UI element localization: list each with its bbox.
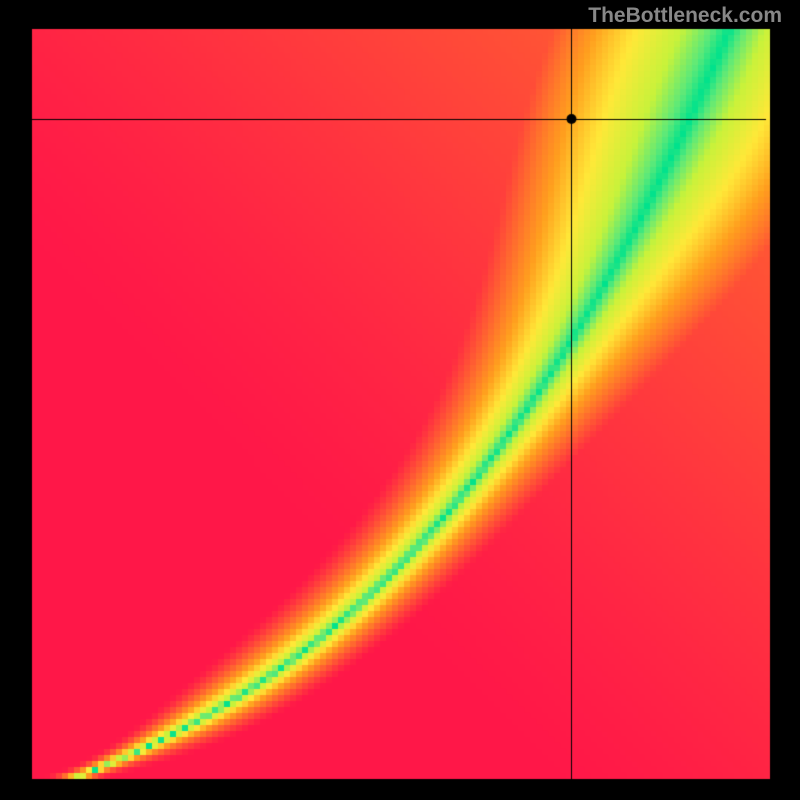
watermark-text: TheBottleneck.com: [588, 4, 782, 28]
heatmap-canvas: [0, 0, 800, 800]
chart-root: TheBottleneck.com: [0, 0, 800, 800]
